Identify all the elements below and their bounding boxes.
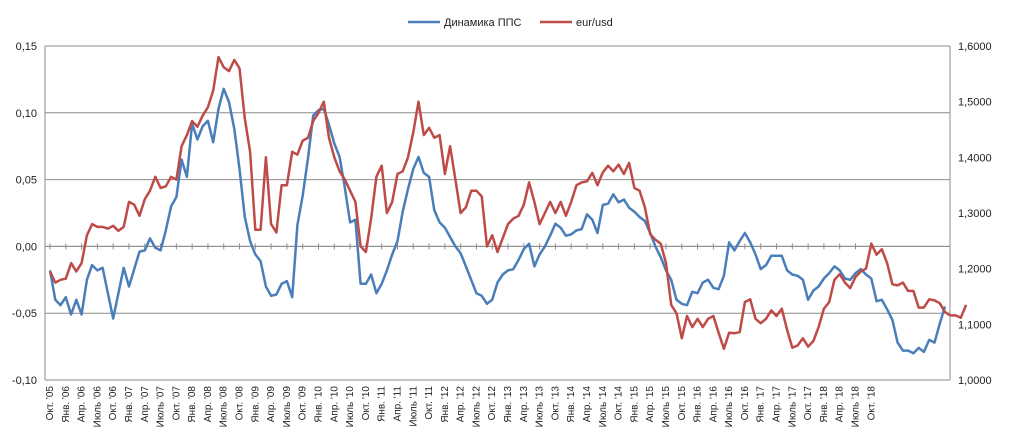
right-axis-tick-label: 1,3000 [958, 208, 992, 220]
x-axis-tick-label: Янв. '07 [124, 386, 135, 423]
x-axis-tick-label: Апр. '15 [645, 386, 656, 423]
x-axis-tick-label: Янв. '18 [819, 386, 830, 423]
x-axis-tick-label: Июль '11 [408, 386, 419, 427]
x-axis-tick-label: Апр. '06 [77, 386, 88, 423]
x-axis-tick-label: Июль '10 [345, 386, 356, 428]
x-axis-tick-label: Янв. '08 [187, 386, 198, 423]
x-axis-tick-label: Окт. '11 [424, 386, 435, 420]
x-axis-tick-label: Апр. '13 [519, 386, 530, 423]
right-axis-tick-label: 1,5000 [958, 97, 992, 109]
series-line-pps [48, 87, 947, 355]
x-axis-tick-label: Июль '15 [661, 386, 672, 428]
x-axis-tick-label: Июль '16 [724, 386, 735, 428]
legend: Динамика ППС eur/usd [408, 17, 613, 29]
x-axis-tick-label: Июль '17 [787, 386, 798, 428]
x-axis-tick-label: Окт. '06 [108, 386, 119, 421]
left-axis-tick-label: -0,05 [12, 308, 37, 320]
right-axis-tick-label: 1,2000 [958, 264, 992, 276]
x-axis-tick-label: Июль '12 [471, 386, 482, 428]
x-axis-tick-label: Апр. '09 [266, 386, 277, 423]
x-axis-tick-label: Окт. '10 [361, 386, 372, 421]
x-axis-tick-label: Янв. '17 [756, 386, 767, 423]
right-axis-tick-label: 1,0000 [958, 375, 992, 387]
x-axis-tick-label: Окт. '07 [171, 386, 182, 421]
x-axis-tick-label: Апр. '14 [582, 386, 593, 423]
x-axis-tick-label: Окт. '15 [677, 386, 688, 421]
right-axis: 1,0000 1,1000 1,2000 1,3000 1,4000 1,5000 1,60… [949, 41, 992, 387]
x-axis-tick-label: Янв. '11 [377, 386, 388, 422]
right-axis-tick-label: 1,6000 [958, 41, 992, 53]
x-axis-tick-label: Апр. '11 [392, 386, 403, 422]
x-axis-tick-label: Окт. '05 [45, 386, 56, 421]
legend-label-pps: Динамика ППС [444, 17, 522, 29]
x-axis-tick-label: Окт. '18 [866, 386, 877, 421]
right-axis-tick-label: 1,1000 [958, 319, 992, 331]
right-axis-tick-label: 1,4000 [958, 152, 992, 164]
left-axis-tick-label: -0,10 [12, 375, 37, 387]
legend-label-eurusd: eur/usd [576, 17, 613, 29]
x-axis-tick-label: Окт. '14 [614, 386, 625, 421]
x-axis-tick-label: Апр. '10 [329, 386, 340, 423]
left-axis-tick-label: 0,10 [16, 108, 37, 120]
x-axis-tick-label: Июль '07 [156, 386, 167, 428]
x-axis-tick-label: Янв. '14 [566, 386, 577, 423]
x-axis-tick-label: Апр. '18 [835, 386, 846, 423]
x-axis-tick-label: Апр. '16 [708, 386, 719, 423]
x-axis: Окт. '05 Янв. '06 Апр. '06 Июль '06 Окт. '06… [45, 243, 950, 427]
x-axis-tick-label: Окт. '13 [550, 386, 561, 421]
x-axis-tick-label: Июль '08 [219, 386, 230, 428]
x-axis-tick-label: Янв. '16 [693, 386, 704, 423]
x-axis-tick-label: Янв. '06 [61, 386, 72, 423]
left-axis-tick-label: 0,15 [16, 41, 37, 53]
x-axis-tick-label: Июль '09 [282, 386, 293, 428]
x-axis-tick-label: Окт. '09 [298, 386, 309, 421]
x-axis-tick-label: Июль '06 [92, 386, 103, 428]
series-layer [48, 55, 968, 355]
x-axis-tick-label: Апр. '08 [203, 386, 214, 423]
x-axis-tick-label: Июль '18 [851, 386, 862, 428]
x-axis-tick-label: Окт. '17 [803, 386, 814, 421]
x-axis-tick-label: Апр. '07 [140, 386, 151, 423]
x-axis-tick-label: Июль '13 [535, 386, 546, 428]
x-axis-tick-label: Окт. '16 [740, 386, 751, 421]
x-axis-tick-label: Янв. '13 [503, 386, 514, 423]
series-line-eurusd [48, 55, 968, 351]
x-axis-tick-label: Янв. '10 [314, 386, 325, 423]
x-axis-tick-label: Янв. '15 [629, 386, 640, 423]
left-axis-tick-label: 0,05 [16, 175, 37, 187]
x-axis-tick-label: Окт. '08 [235, 386, 246, 421]
x-axis-tick-label: Июль '14 [598, 386, 609, 428]
x-axis-tick-label: Окт. '12 [487, 386, 498, 421]
x-axis-tick-label: Апр. '12 [456, 386, 467, 423]
left-axis: -0,10 -0,05 0,00 0,05 0,10 0,15 [12, 41, 46, 387]
left-axis-tick-label: 0,00 [16, 241, 37, 253]
x-axis-tick-label: Янв. '12 [440, 386, 451, 423]
x-axis-tick-label: Апр. '17 [772, 386, 783, 423]
x-axis-tick-label: Янв. '09 [250, 386, 261, 423]
